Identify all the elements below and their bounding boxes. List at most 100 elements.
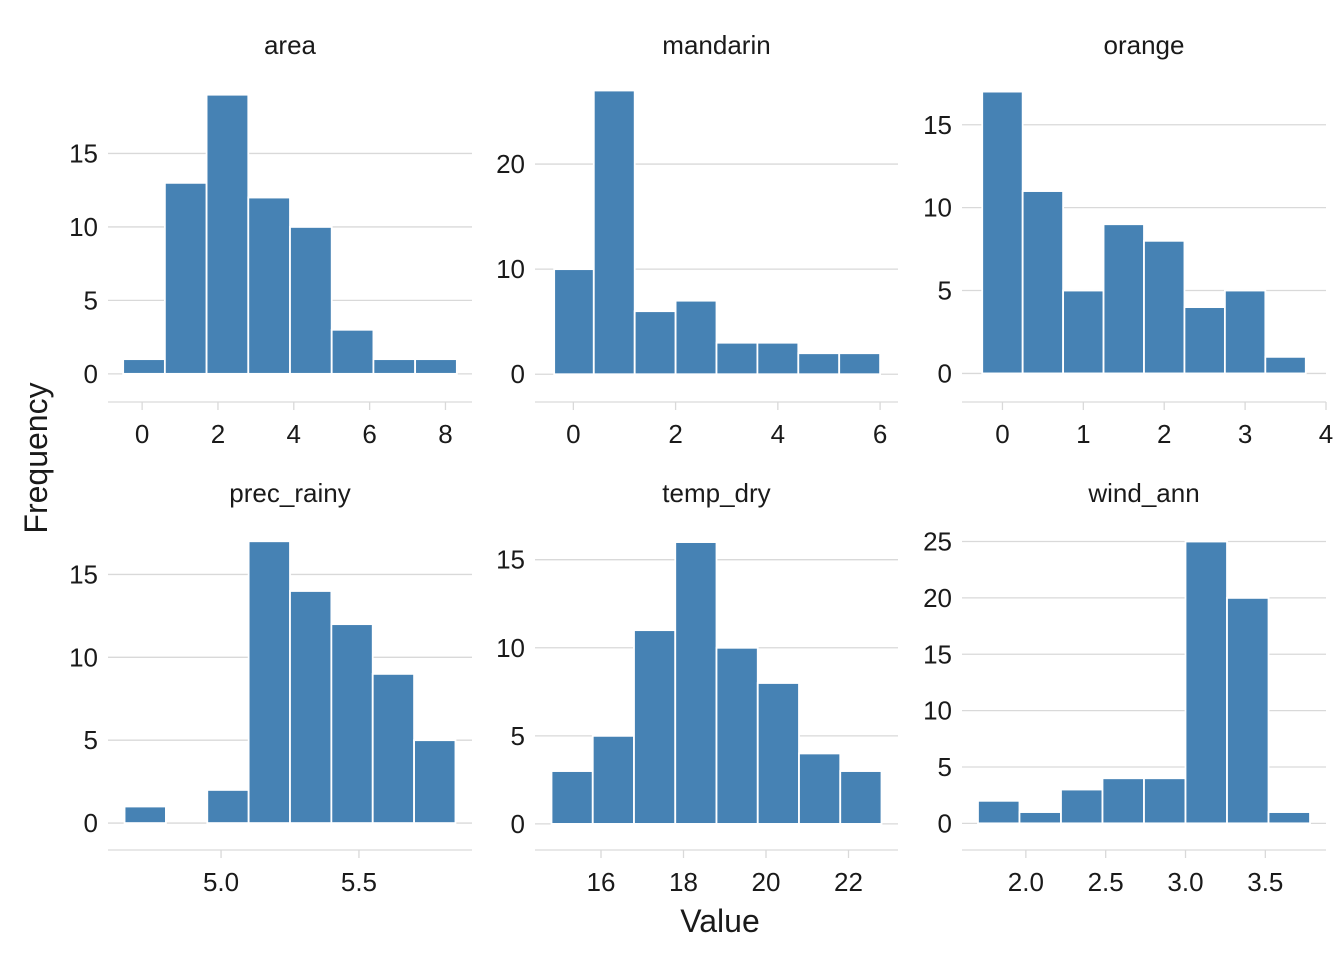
histogram-bar <box>1143 239 1186 375</box>
histogram-bar <box>839 770 883 825</box>
histogram-bar <box>592 89 636 376</box>
facet-panel-prec_rainy: 5.0 5.5 0 5 10 15 prec_rainy <box>69 478 472 897</box>
x-tick-label: 3 <box>1238 419 1252 449</box>
x-tick-label: 20 <box>752 867 781 897</box>
histogram-bar <box>1264 355 1307 375</box>
x-tick-label: 5.5 <box>341 867 377 897</box>
histogram-bar <box>289 590 333 824</box>
histogram-bar <box>414 358 458 375</box>
histogram-bar <box>330 623 374 824</box>
histogram-bar <box>633 629 677 825</box>
x-tick-label: 16 <box>587 867 616 897</box>
histogram-bar <box>715 341 759 376</box>
histogram-bar <box>633 310 677 376</box>
facet-title: prec_rainy <box>229 478 350 508</box>
x-tick-label: 2.0 <box>1008 867 1044 897</box>
histogram-bar <box>289 226 333 375</box>
facet-title: wind_ann <box>1087 478 1199 508</box>
x-tick-label: 4 <box>1319 419 1333 449</box>
facet-panel-wind_ann: 2.0 2.5 3.0 3.5 0 5 10 15 20 25 wind_ann <box>923 478 1326 897</box>
histogram-bar <box>1060 788 1104 825</box>
facet-panel-orange: 0 1 2 3 4 0 5 10 15 orange <box>923 30 1333 449</box>
histogram-bar <box>977 799 1021 825</box>
histogram-bar <box>1267 811 1311 825</box>
x-axis-title: Value <box>680 903 759 939</box>
histogram-bar <box>371 672 415 824</box>
y-tick-label: 5 <box>511 721 525 751</box>
x-tick-label: 6 <box>873 419 887 449</box>
histogram-bar <box>756 682 800 825</box>
y-tick-label: 5 <box>938 276 952 306</box>
x-tick-label: 3.0 <box>1167 867 1203 897</box>
y-tick-label: 5 <box>938 752 952 782</box>
y-tick-label: 0 <box>938 358 952 388</box>
facet-title: mandarin <box>662 30 770 60</box>
y-tick-label: 0 <box>84 808 98 838</box>
histogram-bar <box>1226 596 1270 825</box>
histogram-bar <box>1223 289 1267 375</box>
histogram-bar <box>247 540 291 824</box>
histogram-bar <box>330 328 375 375</box>
x-tick-label: 3.5 <box>1247 867 1283 897</box>
y-tick-label: 20 <box>923 583 952 613</box>
x-tick-label: 0 <box>995 419 1009 449</box>
y-tick-label: 15 <box>923 110 952 140</box>
y-tick-label: 10 <box>69 642 98 672</box>
y-tick-label: 20 <box>496 149 525 179</box>
histogram-bar <box>981 90 1024 375</box>
y-tick-label: 15 <box>923 639 952 669</box>
y-tick-label: 10 <box>69 212 98 242</box>
x-tick-label: 22 <box>834 867 863 897</box>
y-tick-label: 0 <box>938 808 952 838</box>
x-tick-label: 2 <box>1157 419 1171 449</box>
facet-title: temp_dry <box>662 478 770 508</box>
histogram-bar <box>205 93 250 375</box>
histogram-bar <box>838 352 882 376</box>
histogram-bar <box>550 770 594 825</box>
y-tick-label: 0 <box>84 359 98 389</box>
histogram-bar <box>798 752 842 825</box>
histogram-bar <box>674 541 718 825</box>
facet-panel-mandarin: 0 2 4 6 0 10 20 mandarin <box>496 30 898 449</box>
facet-title: area <box>264 30 317 60</box>
histogram-bar <box>1062 289 1105 375</box>
y-tick-label: 5 <box>84 285 98 315</box>
y-tick-label: 0 <box>511 809 525 839</box>
histogram-bar <box>1102 223 1145 375</box>
histogram-bar <box>372 358 417 375</box>
histogram-bar <box>1018 811 1062 825</box>
y-tick-label: 15 <box>496 545 525 575</box>
histogram-bar <box>1183 306 1226 375</box>
y-tick-label: 25 <box>923 527 952 557</box>
histogram-bar <box>247 196 291 375</box>
histogram-bar <box>1021 190 1065 375</box>
histogram-bar <box>163 181 208 375</box>
histogram-bar <box>674 299 718 376</box>
x-tick-label: 5.0 <box>203 867 239 897</box>
histogram-bar <box>413 739 457 824</box>
histogram-bar <box>1184 540 1228 825</box>
x-tick-label: 2 <box>668 419 682 449</box>
y-tick-label: 10 <box>923 193 952 223</box>
histogram-bar <box>122 358 166 375</box>
y-tick-label: 5 <box>84 725 98 755</box>
y-tick-label: 0 <box>511 359 525 389</box>
facet-panel-area: 0 2 4 6 8 0 5 10 15 area <box>69 30 472 449</box>
histogram-bar <box>715 646 759 825</box>
x-tick-label: 0 <box>135 419 149 449</box>
x-tick-label: 4 <box>771 419 785 449</box>
x-tick-label: 2 <box>211 419 225 449</box>
histogram-bar <box>206 789 250 824</box>
x-tick-label: 2.5 <box>1088 867 1124 897</box>
facet-panel-temp_dry: 16 18 20 22 0 5 10 15 temp_dry <box>496 478 898 897</box>
histogram-bar <box>123 805 167 824</box>
y-tick-label: 15 <box>69 559 98 589</box>
y-axis-title: Frequency <box>18 382 54 533</box>
x-tick-label: 0 <box>566 419 580 449</box>
y-tick-label: 15 <box>69 138 98 168</box>
histogram-bar <box>1101 777 1145 825</box>
x-tick-label: 4 <box>287 419 301 449</box>
histogram-bar <box>797 352 841 376</box>
